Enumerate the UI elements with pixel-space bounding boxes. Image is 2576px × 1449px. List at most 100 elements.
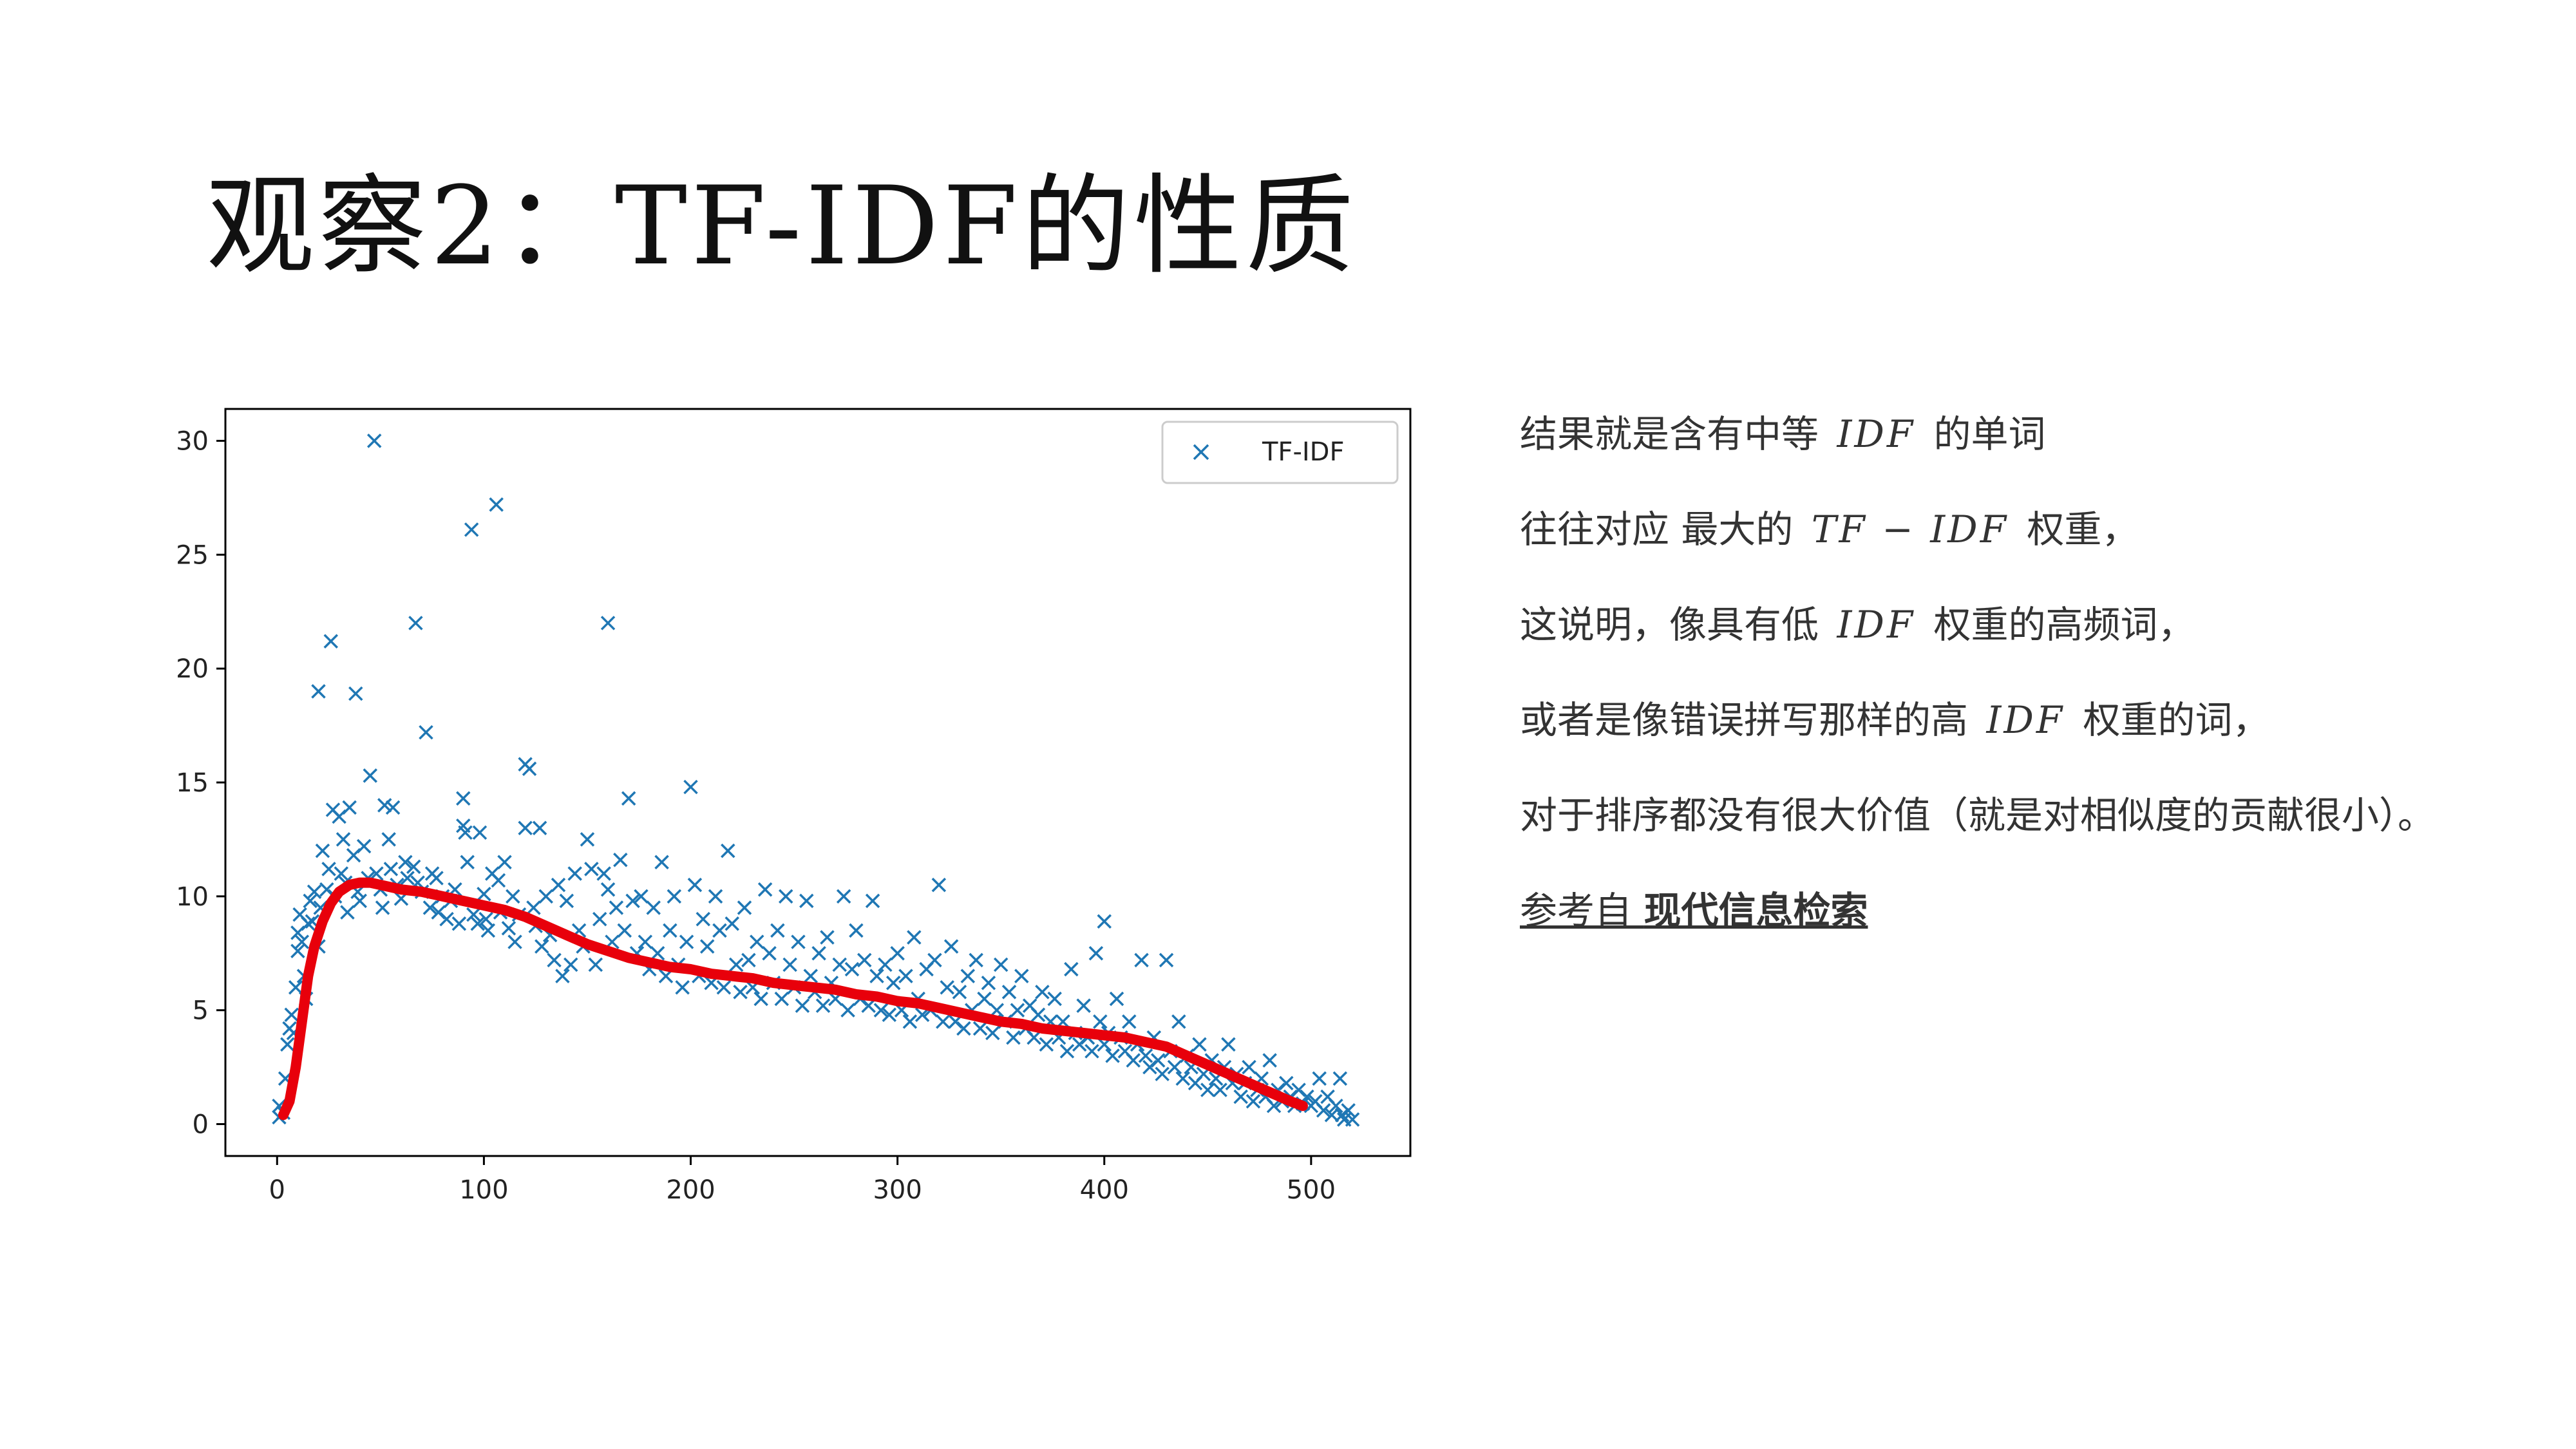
scatter-point bbox=[363, 768, 378, 783]
scatter-point bbox=[522, 761, 537, 777]
x-tick-label: 200 bbox=[666, 1175, 715, 1205]
x-tick-label: 500 bbox=[1287, 1175, 1336, 1205]
scatter-point bbox=[1155, 1066, 1170, 1081]
scatter-point bbox=[280, 1037, 295, 1052]
scatter-point bbox=[861, 998, 876, 1013]
scatter-point bbox=[654, 855, 669, 870]
scatter-point bbox=[882, 1007, 897, 1022]
scatter-point bbox=[724, 916, 739, 931]
scatter-point bbox=[356, 838, 372, 854]
scatter-point bbox=[429, 871, 444, 886]
scatter-point bbox=[820, 930, 835, 945]
scatter-point bbox=[708, 889, 723, 904]
note-line-5: 对于排序都没有很大价值（就是对相似度的贡献很小）。 bbox=[1520, 793, 2436, 837]
scatter-point bbox=[696, 911, 711, 927]
scatter-point bbox=[721, 843, 735, 858]
scatter-point bbox=[716, 980, 732, 995]
scatter-point bbox=[782, 957, 797, 972]
note-line-2: 往往对应 最大的 TF − IDF 权重， bbox=[1520, 507, 2139, 551]
note-line-3: 这说明，像具有低 IDF 权重的高频词， bbox=[1520, 603, 2195, 647]
scatter-point bbox=[588, 957, 603, 972]
x-tick-label: 400 bbox=[1080, 1175, 1129, 1205]
scatter-point bbox=[638, 934, 653, 949]
y-tick-label: 30 bbox=[176, 427, 209, 457]
scatter-point bbox=[377, 798, 392, 813]
scatter-point bbox=[592, 911, 607, 927]
scatter-point bbox=[340, 905, 355, 920]
y-tick-label: 0 bbox=[193, 1110, 209, 1139]
scatter-point bbox=[840, 1003, 855, 1018]
scatter-point bbox=[303, 893, 317, 909]
scatter-point bbox=[1332, 1071, 1348, 1086]
legend: TF-IDF bbox=[1161, 421, 1399, 484]
scatter-point bbox=[943, 939, 959, 954]
scatter-point bbox=[408, 616, 423, 630]
scatter-point bbox=[491, 873, 506, 888]
scatter-point bbox=[849, 923, 864, 938]
scatter-point bbox=[617, 923, 632, 938]
scatter-point bbox=[646, 900, 661, 915]
scatter-point bbox=[1159, 952, 1174, 968]
scatter-point bbox=[791, 934, 806, 949]
scatter-point bbox=[419, 724, 433, 740]
scatter-point bbox=[559, 893, 574, 909]
scatter-point bbox=[1167, 1059, 1182, 1075]
legend-x-marker bbox=[1193, 444, 1209, 460]
scatter-point bbox=[609, 900, 624, 915]
scatter-point bbox=[1105, 1048, 1120, 1063]
scatter-point bbox=[699, 939, 715, 954]
scatter-point bbox=[613, 853, 628, 867]
scatter-point bbox=[518, 820, 533, 835]
scatter-point bbox=[803, 969, 818, 983]
scatter-point bbox=[902, 1014, 918, 1029]
scatter-point bbox=[1122, 1014, 1137, 1029]
scatter-point bbox=[865, 893, 880, 909]
scatter-point bbox=[1341, 1103, 1356, 1118]
scatter-point bbox=[501, 921, 516, 936]
scatter-point bbox=[940, 980, 954, 995]
reference-link[interactable]: 参考自 现代信息检索 bbox=[1520, 889, 1868, 933]
scatter-point bbox=[600, 882, 616, 897]
scatter-point bbox=[799, 893, 814, 909]
x-tick-label: 100 bbox=[459, 1175, 508, 1205]
scatter-point bbox=[406, 859, 421, 875]
scatter-point bbox=[478, 911, 493, 927]
y-tick-label: 5 bbox=[193, 996, 209, 1026]
scatter-point bbox=[1171, 1014, 1186, 1029]
x-tick-label: 300 bbox=[873, 1175, 922, 1205]
scatter-point bbox=[470, 916, 486, 931]
scatter-point bbox=[728, 957, 744, 972]
y-tick-label: 25 bbox=[176, 540, 209, 570]
scatter-point bbox=[307, 884, 322, 899]
scatter-point bbox=[538, 889, 553, 904]
scatter-point bbox=[477, 887, 491, 902]
tfidf-scatter-chart: 0 5 10 15 20 25 30 0 100 200 300 400 500 TF-IDF bbox=[176, 408, 1412, 1205]
scatter-point bbox=[1027, 1030, 1041, 1045]
scatter-point bbox=[294, 934, 310, 949]
scatter-point bbox=[547, 952, 562, 968]
scatter-point bbox=[878, 957, 893, 972]
scatter-point bbox=[1059, 1044, 1075, 1059]
scatter-point bbox=[526, 900, 541, 915]
trend-line bbox=[278, 877, 1308, 1121]
scatter-point bbox=[927, 952, 942, 968]
scatter-point bbox=[596, 866, 611, 881]
scatter-point bbox=[366, 433, 382, 448]
scatter-point bbox=[323, 634, 339, 649]
scatter-point bbox=[480, 923, 496, 938]
scatter-point bbox=[1088, 946, 1104, 961]
y-axis: 0 5 10 15 20 25 30 bbox=[176, 427, 225, 1139]
scatter-point bbox=[1084, 1044, 1099, 1059]
scatter-point bbox=[1150, 1053, 1166, 1068]
scatter-point bbox=[969, 952, 983, 968]
scatter-point bbox=[1334, 1108, 1350, 1122]
scatter-point bbox=[1329, 1098, 1343, 1113]
scatter-point bbox=[952, 985, 967, 999]
scatter-point bbox=[977, 991, 992, 1007]
scatter-point bbox=[757, 882, 773, 897]
scatter-point bbox=[1221, 1037, 1236, 1052]
scatter-point bbox=[580, 832, 595, 847]
scatter-point bbox=[985, 1025, 1000, 1041]
scatter-point bbox=[464, 522, 479, 537]
scatter-point bbox=[1064, 961, 1079, 977]
